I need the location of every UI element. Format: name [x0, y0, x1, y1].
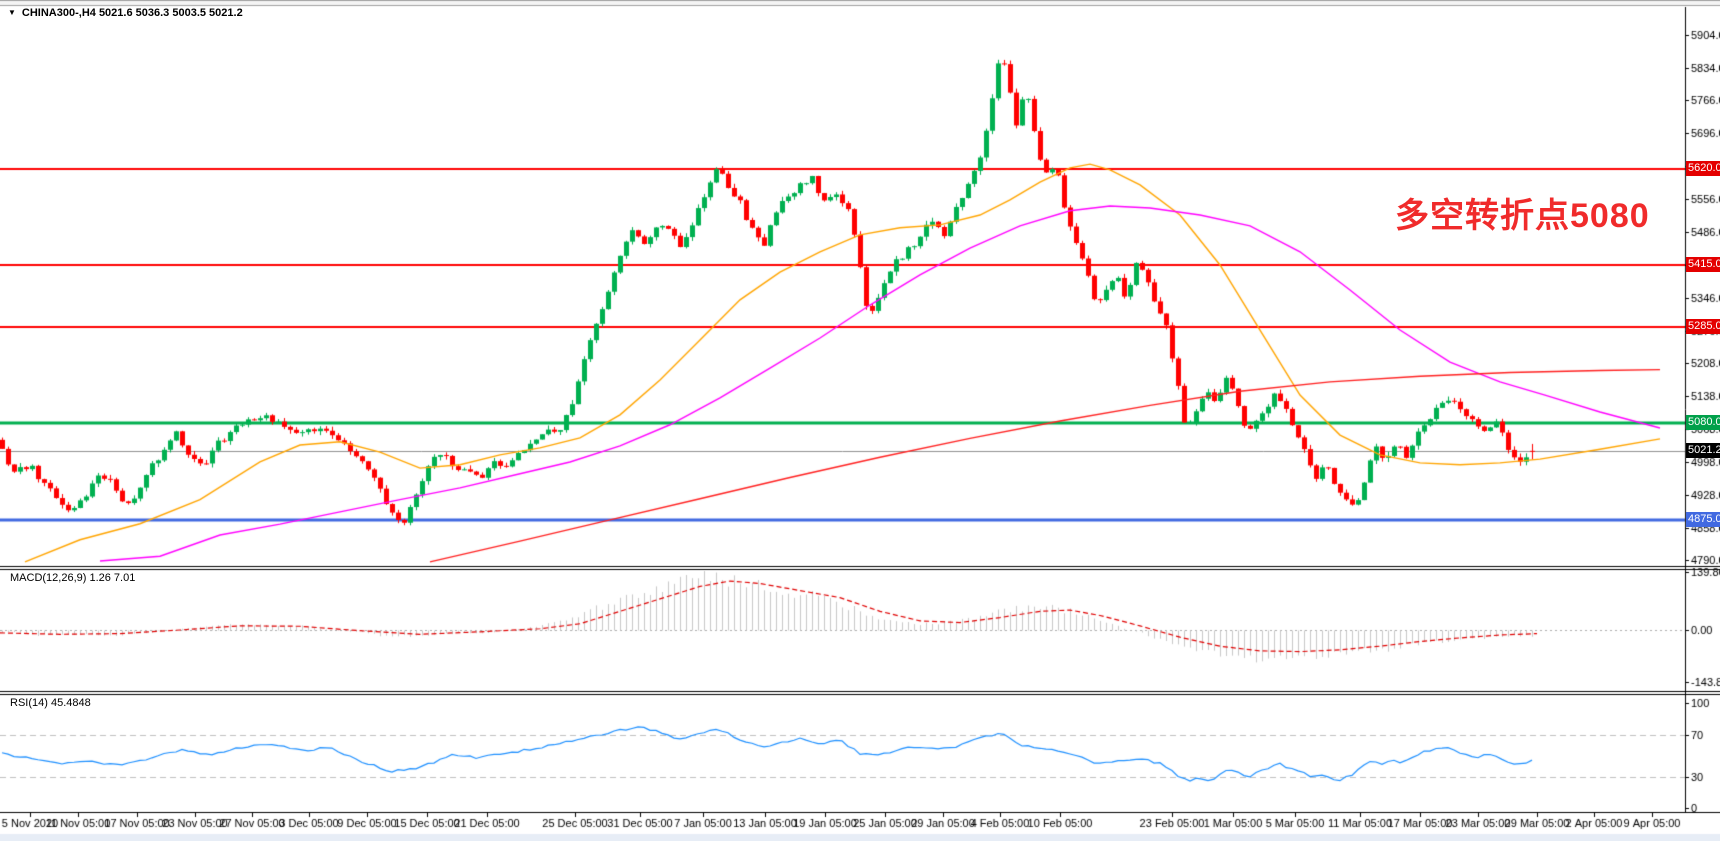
price-tag-support-4875: 4875.0 [1686, 511, 1720, 527]
annotation-text: 多空转折点5080 [1395, 197, 1650, 235]
price-tag-resistance-5415: 5415.0 [1686, 257, 1720, 273]
macd-indicator-label: MACD(12,26,9) 1.26 7.01 [10, 572, 136, 584]
chevron-down-icon[interactable]: ▼ [8, 8, 16, 17]
rsi-indicator-label: RSI(14) 45.4848 [10, 697, 91, 709]
symbol-header: ▼ CHINA300-,H4 5021.6 5036.3 5003.5 5021.… [8, 7, 243, 19]
price-tag-resistance-5620: 5620.0 [1686, 160, 1720, 176]
symbol-ohlc-label: CHINA300-,H4 5021.6 5036.3 5003.5 5021.2 [21, 7, 243, 19]
price-tag-bid-5021: 5021.2 [1686, 443, 1720, 459]
price-tag-resistance-5285: 5285.0 [1686, 318, 1720, 334]
price-tag-pivot-5080: 5080.0 [1686, 415, 1720, 431]
